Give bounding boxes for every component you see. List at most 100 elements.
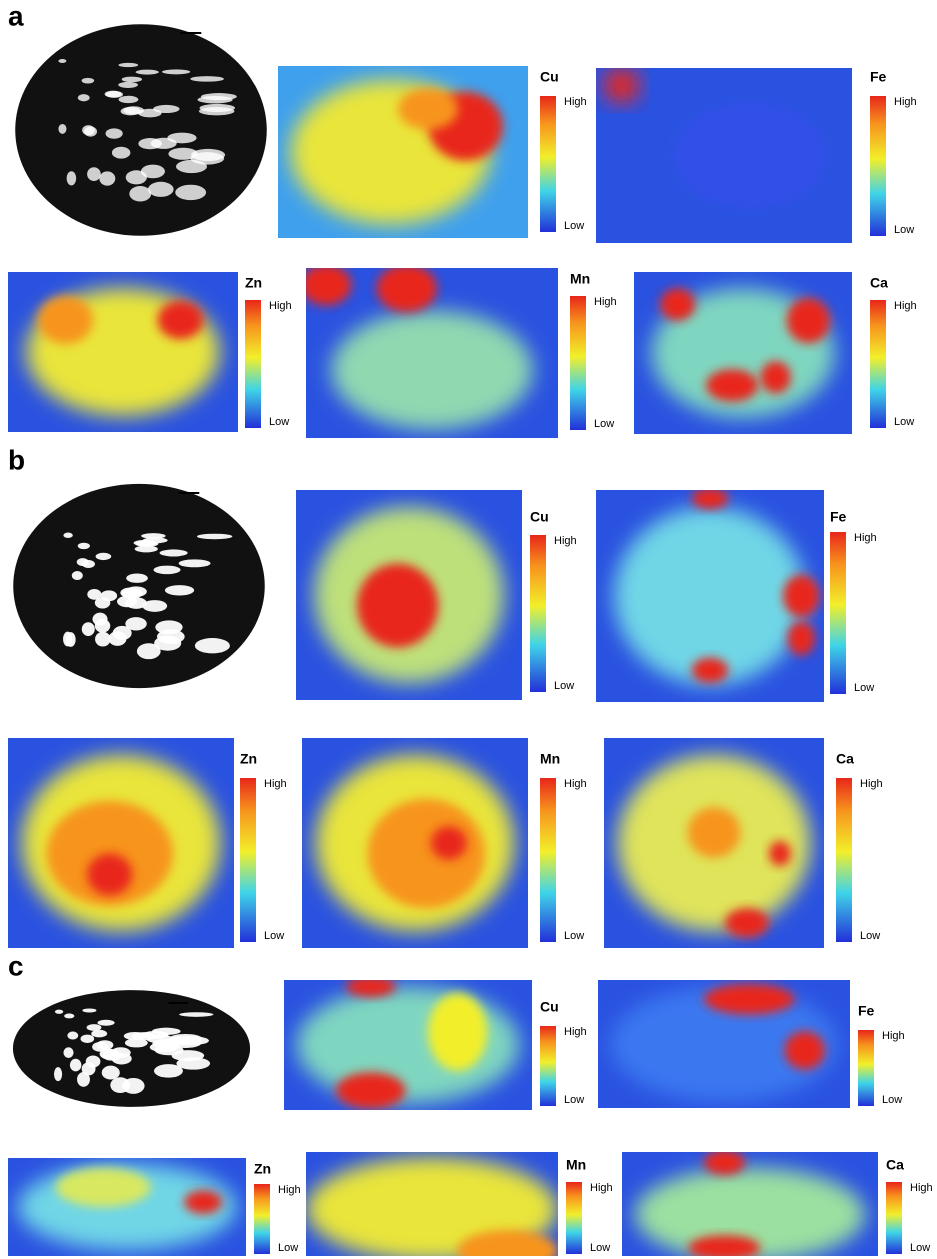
tissue-gap [154,566,181,575]
low-label: Low [894,224,914,236]
tissue-gap [195,638,230,653]
heat-blob [331,311,533,430]
element-label: Fe [830,509,847,525]
low-label: Low [564,220,584,232]
colorbar [830,532,846,694]
tissue-gap [58,124,66,134]
high-label: High [894,300,917,312]
element-map: Fe High Low [596,488,877,702]
high-label: High [590,1182,613,1194]
low-label: Low [854,682,874,694]
tissue-gap [77,558,89,566]
heat-blob [38,296,93,344]
tissue-gap [106,128,123,138]
high-label: High [594,296,617,308]
tissue-gap [199,107,234,115]
heatmap [302,738,528,948]
heat-blob [357,564,438,648]
high-label: High [564,96,587,108]
tissue-gap [175,1036,208,1045]
heat-blob [704,1150,745,1175]
tissue-gap [168,148,198,160]
heat-blob [706,369,758,401]
heat-blob [692,488,728,509]
tissue-gap [63,1047,73,1058]
high-label: High [554,535,577,547]
tissue-gap [81,1035,95,1043]
heat-blob [788,621,815,655]
heat-blob [431,826,467,860]
tissue-gap [121,107,141,115]
tissue-gap [129,186,151,202]
heatmap [284,976,532,1110]
element-map: Ca High Low [634,272,917,434]
figure: aCuHighLowFeHighLowZnHighLowMnHighLowCaH… [0,0,937,1259]
panel-label: c [8,950,24,981]
tissue-gap [150,1042,178,1052]
tissue-gap [113,626,132,640]
micrograph [15,24,267,236]
tissue-gap [112,147,130,159]
low-label: Low [894,416,914,428]
tissue-gap [77,1072,90,1087]
tissue-gap [106,91,123,98]
high-label: High [910,1182,933,1194]
heat-blob [688,807,741,857]
tissue-gap [91,1030,107,1038]
high-label: High [854,532,877,544]
element-map: CuHighLow [284,976,587,1110]
tissue-gap [175,185,206,200]
tissue-gap [84,126,97,136]
tissue-gap [137,643,161,659]
tissue-gap [165,585,194,595]
colorbar [254,1184,270,1254]
heat-blob [673,103,827,208]
low-label: Low [278,1242,298,1254]
tissue-gap [78,543,90,549]
low-label: Low [564,930,584,942]
colorbar [240,778,256,942]
element-label: Ca [836,751,854,767]
tissue-gap [78,94,90,101]
tissue-gap [102,1066,120,1080]
heat-blob [787,298,831,343]
heat-blob [704,984,795,1015]
heatmap [634,272,852,434]
element-label: Ca [870,275,888,291]
heat-blob [346,976,396,997]
low-label: Low [269,416,289,428]
element-map: MnHighLow [301,265,617,438]
heat-blob [692,657,728,682]
low-label: Low [554,680,574,692]
element-label: Mn [566,1157,586,1173]
high-label: High [269,300,292,312]
heat-blob [377,265,437,313]
tissue-gap [146,1035,173,1044]
tissue-gap [58,59,66,63]
colorbar [836,778,852,942]
heat-blob [784,1031,824,1069]
element-label: Fe [870,69,887,85]
tissue-gap [70,1059,81,1072]
heat-blob [689,1235,761,1259]
tissue-gap [122,77,142,83]
heat-blob [783,575,819,617]
low-label: Low [910,1242,930,1254]
tissue [13,484,265,688]
tissue-gap [99,171,115,185]
tissue-gap [155,620,182,634]
colorbar [870,300,886,428]
low-label: Low [264,930,284,942]
tissue-gap [118,63,138,67]
tissue-gap [96,553,112,560]
element-label: Cu [540,69,559,85]
colorbar [570,296,586,430]
heat-blob [760,361,791,393]
low-label: Low [882,1094,902,1106]
heatmap [596,488,824,702]
